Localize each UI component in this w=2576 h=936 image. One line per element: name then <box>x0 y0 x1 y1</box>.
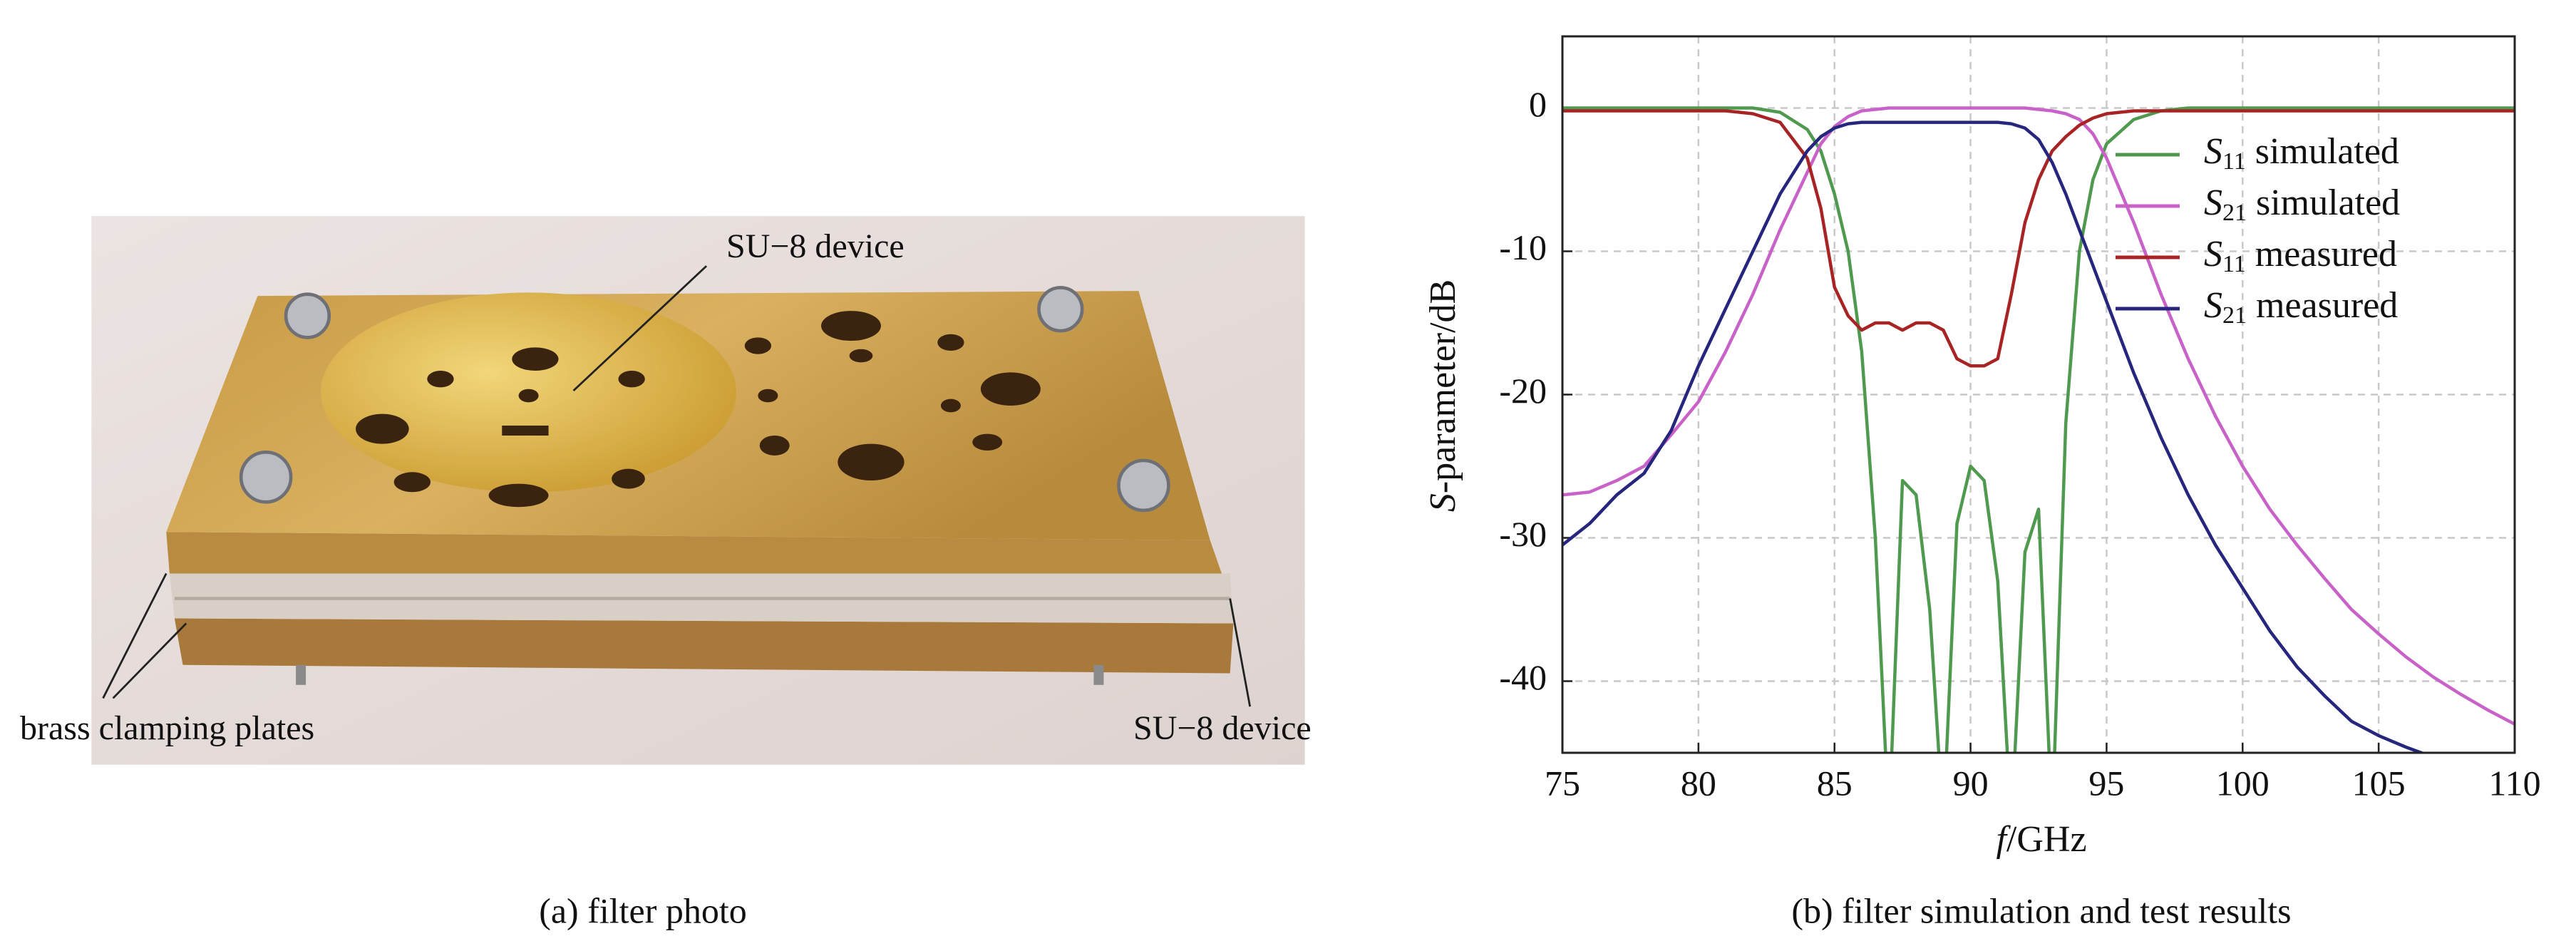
legend-label: S11 measured <box>2204 234 2397 277</box>
legend-label: S21 measured <box>2204 285 2398 329</box>
x-tick-label: 95 <box>2088 763 2124 803</box>
legend-label: S11 simulated <box>2204 131 2399 175</box>
x-axis-label: f/GHz <box>1996 819 2086 860</box>
caption: (b) filter simulation and test results <box>1791 890 2291 930</box>
y-tick-label: -20 <box>1499 371 1547 411</box>
x-tick-label: 100 <box>2216 763 2270 803</box>
x-tick-label: 75 <box>1545 763 1580 803</box>
y-tick-label: -30 <box>1499 514 1547 554</box>
annotation: SU−8 device <box>1133 709 1312 747</box>
x-tick-label: 85 <box>1817 763 1853 803</box>
data-line <box>1562 120 2426 753</box>
legend-label: S21 simulated <box>2204 182 2400 226</box>
data-line <box>1562 106 2515 753</box>
data-line <box>1562 109 2515 368</box>
x-tick-label: 110 <box>2488 763 2540 803</box>
y-axis-label: S-parameter/dB <box>1423 279 1463 512</box>
data-line <box>1562 106 2515 726</box>
annotation: brass clamping plates <box>20 709 314 747</box>
y-tick-label: 0 <box>1529 84 1547 124</box>
annotation: SU−8 device <box>726 227 905 265</box>
x-tick-label: 90 <box>1953 763 1989 803</box>
x-tick-label: 80 <box>1681 763 1716 803</box>
caption: (a) filter photo <box>539 890 747 930</box>
plot-frame <box>1561 35 2516 754</box>
y-tick-label: -10 <box>1499 227 1547 267</box>
y-tick-label: -40 <box>1499 657 1547 697</box>
x-tick-label: 105 <box>2352 763 2406 803</box>
filter-photo: SU−8 device brass clamping plates SU−8 d… <box>20 216 1312 765</box>
